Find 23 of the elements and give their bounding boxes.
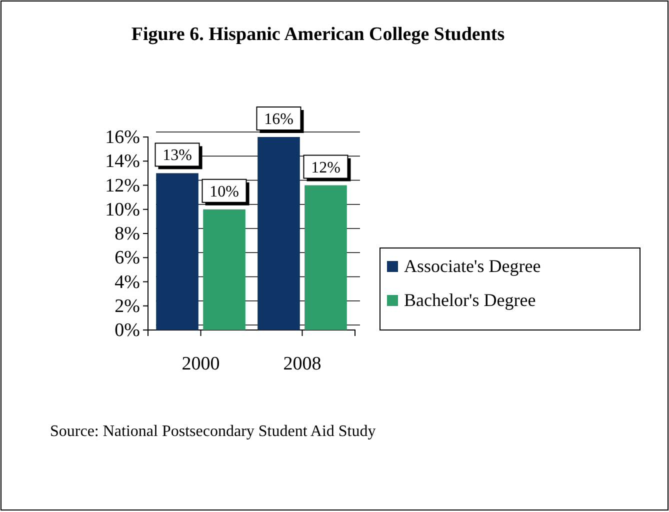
data-label: 16% bbox=[264, 111, 294, 128]
x-tick-label: 2008 bbox=[283, 353, 322, 374]
y-tick-label: 8% bbox=[114, 224, 140, 245]
y-tick-label: 12% bbox=[105, 175, 140, 196]
bar bbox=[304, 185, 347, 330]
data-label: 13% bbox=[162, 147, 192, 164]
chart-title: Figure 6. Hispanic American College Students bbox=[131, 24, 505, 45]
bar bbox=[258, 137, 300, 330]
bar bbox=[156, 173, 198, 330]
data-label: 10% bbox=[210, 183, 239, 200]
source-note: Source: National Postsecondary Student Aid Study bbox=[50, 423, 376, 440]
data-label: 12% bbox=[311, 159, 340, 176]
y-tick-label: 6% bbox=[114, 248, 140, 269]
y-tick-label: 2% bbox=[114, 296, 140, 317]
y-tick-label: 14% bbox=[105, 151, 140, 172]
bar bbox=[203, 209, 246, 330]
y-tick-label: 4% bbox=[114, 272, 140, 293]
legend-label: Associate's Degree bbox=[404, 256, 541, 276]
legend-label: Bachelor's Degree bbox=[404, 290, 536, 310]
y-tick-label: 16% bbox=[105, 127, 140, 148]
y-tick-label: 10% bbox=[105, 199, 140, 220]
x-tick-label: 2000 bbox=[182, 353, 220, 374]
y-tick-label: 0% bbox=[114, 320, 140, 342]
